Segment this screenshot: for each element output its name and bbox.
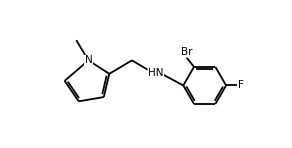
Text: HN: HN [148,68,164,78]
Text: F: F [238,81,244,90]
Text: Br: Br [181,47,193,57]
Text: N: N [85,55,92,65]
